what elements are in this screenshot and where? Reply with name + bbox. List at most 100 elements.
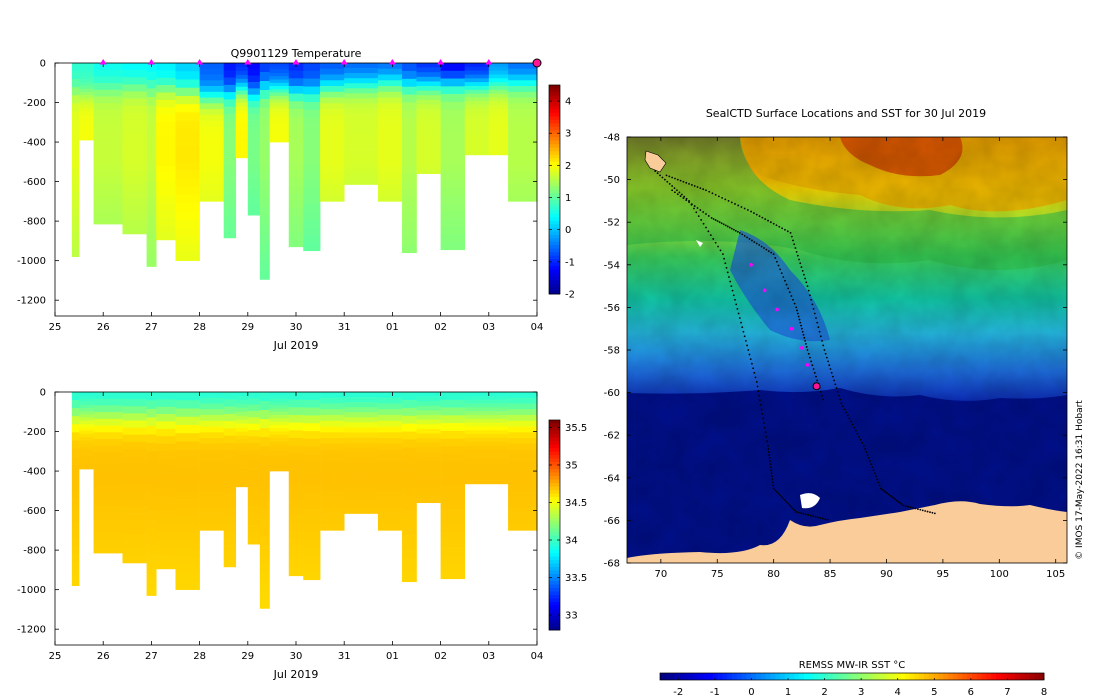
profile-cell [175, 153, 200, 163]
profile-cell [199, 501, 224, 508]
profile-cell [156, 136, 176, 145]
profile-cell [269, 95, 290, 100]
temperature-panel: Q9901129 Temperature 25 26 27 28 29 30 31 01 02 0… [17, 47, 575, 352]
track-dot [744, 339, 747, 342]
track-dot [736, 308, 739, 310]
profile-cell [269, 395, 290, 399]
profile-cell [235, 395, 249, 401]
track-dot [690, 203, 693, 205]
track-dot [891, 496, 894, 498]
profile-cell [71, 184, 80, 193]
profile-cell [122, 505, 147, 514]
profile-cell [269, 441, 290, 445]
track-dot [722, 223, 725, 226]
profile-cell [440, 148, 465, 157]
track-dot [933, 512, 936, 515]
y-tick-label: -1200 [17, 625, 46, 636]
track-dot [679, 195, 682, 198]
colorbar-segment [549, 210, 560, 215]
profile-cell [508, 120, 538, 127]
profile-cell [247, 63, 261, 70]
profile-cell [122, 198, 147, 206]
colorbar-segment [549, 560, 560, 564]
profile-cell [464, 414, 490, 420]
profile-cell [156, 561, 176, 570]
profile-cell [303, 86, 321, 95]
profile-cell [508, 438, 538, 445]
profile-cell [175, 203, 200, 212]
profile-cell [235, 114, 249, 119]
profile-cell [122, 548, 147, 557]
sst-colorbar-segment [784, 673, 790, 680]
profile-cell [303, 438, 321, 448]
profile-cell [416, 136, 441, 142]
x-tick-label: 28 [193, 651, 206, 662]
track-dot [765, 435, 768, 438]
profile-cell [416, 90, 441, 96]
profile-cell [320, 86, 345, 93]
profile-cell [464, 66, 490, 71]
profile-cell [488, 426, 509, 431]
profile-cell [377, 149, 403, 156]
profile-cell [259, 446, 270, 456]
sst-colorbar-segment [900, 673, 906, 680]
profile-cell [320, 420, 345, 427]
profile-cell [93, 163, 123, 171]
profile-cell [146, 519, 157, 529]
profile-cell [235, 130, 249, 135]
track-dot [685, 199, 688, 202]
profile-cell [156, 188, 176, 196]
profile-cell [269, 467, 290, 472]
y-tick-label: 0 [40, 388, 46, 399]
profile-cell [235, 78, 249, 84]
profile-cell [464, 124, 490, 129]
track-dot [685, 197, 688, 200]
profile-cell [146, 544, 157, 554]
profile-cell [488, 135, 509, 140]
track-dot [846, 414, 849, 417]
profile-cell [199, 63, 224, 70]
track-dot [673, 187, 676, 190]
sst-colorbar-segment [736, 673, 742, 680]
profile-cell [402, 455, 417, 464]
profile-cell [93, 156, 123, 164]
profile-cell [122, 448, 147, 457]
profile-cell [223, 421, 237, 429]
profile-cell [199, 68, 224, 75]
profile-cell [199, 132, 224, 139]
profile-cell [71, 448, 80, 457]
profile-cell [235, 126, 249, 131]
profile-cell [320, 495, 345, 502]
profile-cell [464, 151, 490, 156]
profile-cell [464, 128, 490, 133]
track-dot [696, 207, 699, 209]
profile-cell [344, 412, 379, 418]
profile-cell [269, 398, 290, 403]
profile-cell [344, 447, 379, 454]
profile-cell [71, 424, 80, 433]
track-dot [756, 385, 759, 388]
profile-cell [175, 474, 200, 483]
track-dot [825, 356, 828, 359]
profile-cell [175, 515, 200, 525]
track-dot [767, 447, 770, 450]
profile-cell [377, 490, 403, 497]
profile-cell [320, 513, 345, 520]
profile-cell [235, 403, 249, 409]
track-dot [821, 394, 823, 397]
profile-cell [344, 442, 379, 449]
track-dot [769, 221, 772, 224]
profile-cell [377, 132, 403, 139]
track-dot [797, 315, 800, 318]
profile-cell [288, 185, 304, 194]
profile-cell [71, 513, 80, 522]
profile-cell [122, 176, 147, 185]
profile-cell [247, 101, 261, 108]
track-dot [796, 309, 798, 312]
profile-cell [488, 399, 509, 404]
sst-colorbar-segment [722, 673, 728, 680]
colorbar-segment [549, 472, 560, 477]
latest-location [812, 382, 821, 391]
track-dot [811, 303, 814, 306]
profile-cell [259, 270, 270, 280]
